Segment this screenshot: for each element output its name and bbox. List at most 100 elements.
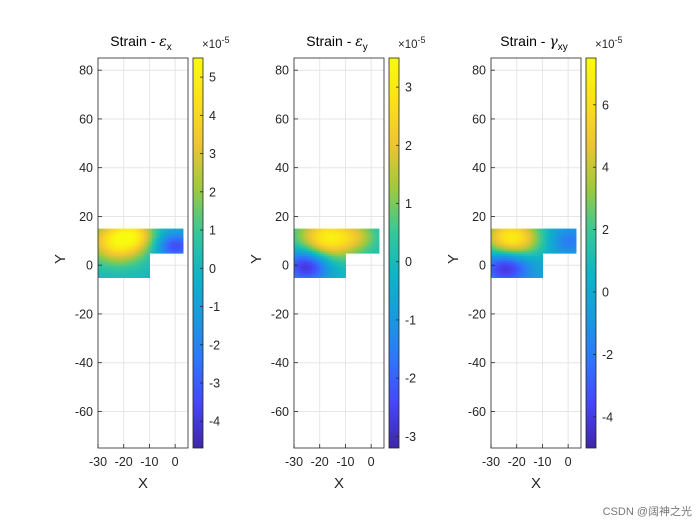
heatmap-cell xyxy=(542,238,546,242)
heatmap-cell xyxy=(368,235,372,239)
heatmap-cell xyxy=(149,228,153,232)
heatmap-cell xyxy=(560,250,564,254)
heatmap-cell xyxy=(103,233,107,237)
heatmap-cell xyxy=(146,235,151,239)
heatmap-cell xyxy=(371,238,375,242)
heatmap-cell xyxy=(136,274,140,278)
heatmap-cell xyxy=(324,270,329,274)
heatmap-cell xyxy=(157,248,161,252)
heatmap-cell xyxy=(134,257,138,261)
heatmap-cell xyxy=(113,243,117,247)
heatmap-cell xyxy=(511,240,515,244)
heatmap-cell xyxy=(491,245,495,249)
heatmap-cell xyxy=(319,240,323,244)
heatmap-cell xyxy=(110,262,115,266)
heatmap-cell xyxy=(144,255,148,259)
heatmap-cell xyxy=(118,267,122,271)
heatmap-cell xyxy=(371,240,375,244)
heatmap-cell xyxy=(547,245,551,249)
heatmap-cell xyxy=(539,235,544,239)
heatmap-cell xyxy=(565,235,569,239)
heatmap-cell xyxy=(355,238,359,242)
heatmap-cell xyxy=(350,240,354,244)
heatmap-cell xyxy=(557,235,562,239)
heatmap-cell xyxy=(537,228,541,232)
heatmap-field xyxy=(491,228,577,278)
heatmap-cell xyxy=(342,274,347,278)
heatmap-cell xyxy=(152,231,156,235)
heatmap-cell xyxy=(509,253,513,257)
heatmap-cell xyxy=(299,253,303,257)
heatmap-cell xyxy=(335,255,339,259)
heatmap-cell xyxy=(516,233,520,237)
heatmap-cell xyxy=(141,228,145,232)
colorbar-tick-label: -2 xyxy=(209,338,220,352)
heatmap-field xyxy=(294,228,380,278)
heatmap-cell xyxy=(141,274,145,278)
heatmap-cell xyxy=(498,228,502,232)
heatmap-cell xyxy=(366,240,370,244)
heatmap-cell xyxy=(360,233,365,237)
heatmap-cell xyxy=(340,250,344,254)
heatmap-cell xyxy=(103,274,107,278)
heatmap-cell xyxy=(529,260,533,264)
heatmap-cell xyxy=(136,233,140,237)
heatmap-cell xyxy=(121,248,125,252)
heatmap-cell xyxy=(110,274,115,278)
heatmap-cell xyxy=(319,243,323,247)
heatmap-cell xyxy=(306,238,311,242)
heatmap-cell xyxy=(337,274,341,278)
heatmap-cell xyxy=(322,274,326,278)
heatmap-cell xyxy=(545,245,549,249)
heatmap-cell xyxy=(563,243,567,247)
heatmap-cell xyxy=(516,272,520,276)
heatmap-cell xyxy=(503,253,508,257)
heatmap-cell xyxy=(299,255,303,259)
heatmap-cell xyxy=(509,231,513,235)
heatmap-cell xyxy=(294,272,298,276)
heatmap-cell xyxy=(108,240,112,244)
heatmap-cell xyxy=(521,270,526,274)
heatmap-cell xyxy=(511,257,515,261)
heatmap-cell xyxy=(573,248,577,252)
heatmap-cell xyxy=(524,231,528,235)
heatmap-cell xyxy=(521,265,526,269)
heatmap-cell xyxy=(342,257,347,261)
heatmap-cell xyxy=(368,243,372,247)
heatmap-cell xyxy=(340,267,344,271)
heatmap-cell xyxy=(296,267,300,271)
heatmap-cell xyxy=(511,248,515,252)
heatmap-cell xyxy=(511,245,515,249)
heatmap-cell xyxy=(501,270,505,274)
heatmap-cell xyxy=(519,248,523,252)
heatmap-cell xyxy=(162,233,166,237)
heatmap-cell xyxy=(537,233,541,237)
heatmap-cell xyxy=(98,235,102,239)
heatmap-cell xyxy=(299,235,303,239)
heatmap-cell xyxy=(146,248,151,252)
heatmap-cell xyxy=(509,262,513,266)
heatmap-cell xyxy=(491,270,495,274)
heatmap-cell xyxy=(353,231,357,235)
heatmap-cell xyxy=(157,250,161,254)
heatmap-cell xyxy=(103,235,107,239)
heatmap-cell xyxy=(317,248,321,252)
heatmap-cell xyxy=(506,267,510,271)
heatmap-cell xyxy=(100,272,104,276)
heatmap-cell xyxy=(337,235,341,239)
heatmap-cell xyxy=(139,262,143,266)
heatmap-cell xyxy=(172,231,176,235)
heatmap-cell xyxy=(306,270,311,274)
heatmap-cell xyxy=(123,272,127,276)
heatmap-cell xyxy=(496,250,500,254)
heatmap-cell xyxy=(170,250,174,254)
heatmap-cell xyxy=(110,243,115,247)
heatmap-cell xyxy=(113,228,117,232)
heatmap-cell xyxy=(529,248,533,252)
heatmap-cell xyxy=(524,228,528,232)
heatmap-cell xyxy=(570,235,574,239)
heatmap-cell xyxy=(108,272,112,276)
heatmap-cell xyxy=(108,243,112,247)
y-tick-label: -60 xyxy=(468,405,486,419)
